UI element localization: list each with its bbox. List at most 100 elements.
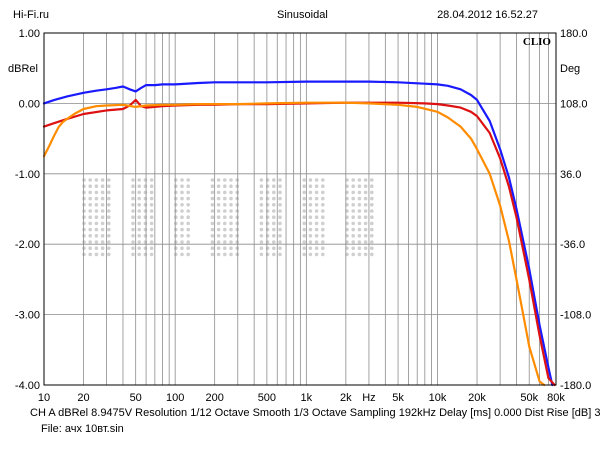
- watermark-block: [278, 190, 282, 195]
- watermark-block: [149, 234, 154, 238]
- watermark-block: [223, 184, 227, 188]
- watermark-block: [363, 196, 368, 201]
- y2-tick-label: -36.0: [560, 239, 585, 251]
- watermark-block: [174, 240, 178, 244]
- watermark-block: [272, 196, 276, 201]
- watermark-block: [229, 184, 233, 188]
- watermark-block: [229, 178, 233, 182]
- watermark-block: [223, 190, 227, 195]
- watermark-block: [321, 227, 325, 232]
- watermark-block: [308, 234, 313, 238]
- watermark-block: [259, 209, 264, 213]
- y2-tick-label: 180.0: [560, 28, 588, 40]
- watermark-block: [265, 184, 270, 188]
- watermark-block: [265, 190, 270, 195]
- watermark-block: [314, 196, 319, 201]
- watermark-block: [229, 246, 233, 250]
- watermark-block: [180, 178, 184, 182]
- watermark-block: [107, 221, 111, 226]
- watermark-block: [351, 203, 356, 207]
- watermark-block: [107, 234, 111, 238]
- clio-logo: CLIO: [523, 36, 552, 48]
- watermark-block: [210, 178, 215, 182]
- watermark-block: [186, 246, 190, 250]
- watermark-block: [210, 215, 215, 219]
- series-line-3: [42, 101, 546, 387]
- watermark-block: [357, 221, 362, 226]
- watermark-block: [149, 178, 154, 182]
- watermark-block: [363, 203, 368, 207]
- watermark-block: [143, 227, 148, 232]
- watermark-block: [143, 184, 148, 188]
- watermark-block: [308, 196, 313, 201]
- watermark-block: [88, 178, 92, 182]
- watermark-block: [265, 178, 270, 182]
- watermark-block: [357, 246, 362, 250]
- watermark-block: [88, 215, 92, 219]
- watermark-block: [265, 234, 270, 238]
- watermark-block: [235, 227, 239, 232]
- watermark-block: [272, 221, 276, 226]
- watermark-block: [88, 203, 92, 207]
- watermark-block: [321, 215, 325, 219]
- watermark-block: [82, 246, 86, 250]
- series-line-1: [42, 80, 554, 387]
- watermark-block: [137, 184, 141, 188]
- watermark-block: [174, 246, 178, 250]
- watermark-block: [235, 234, 239, 238]
- watermark-block: [278, 234, 282, 238]
- watermark-block: [137, 240, 141, 244]
- watermark-block: [351, 196, 356, 201]
- watermark-block: [82, 240, 86, 244]
- watermark-block: [370, 240, 374, 244]
- watermark-block: [149, 184, 154, 188]
- watermark-block: [94, 203, 99, 207]
- watermark-block: [357, 184, 362, 188]
- watermark-block: [314, 190, 319, 195]
- watermark-block: [229, 221, 233, 226]
- watermark-block: [100, 240, 105, 244]
- watermark-block: [302, 234, 307, 238]
- watermark-block: [216, 190, 221, 195]
- watermark-block: [259, 215, 264, 219]
- watermark-block: [131, 184, 135, 188]
- watermark-block: [131, 178, 135, 182]
- watermark-block: [308, 227, 313, 232]
- watermark-block: [174, 203, 178, 207]
- watermark-block: [131, 240, 135, 244]
- watermark-block: [174, 215, 178, 219]
- watermark-block: [351, 190, 356, 195]
- watermark-block: [137, 221, 141, 226]
- watermark-block: [351, 227, 356, 232]
- watermark-block: [107, 240, 111, 244]
- y2-tick-label: -180.0: [560, 380, 591, 392]
- x-tick-label: 50: [130, 392, 142, 404]
- watermark-block: [278, 196, 282, 201]
- watermark-block: [278, 184, 282, 188]
- watermark-block: [259, 203, 264, 207]
- watermark-block: [180, 227, 184, 232]
- watermark-block: [149, 209, 154, 213]
- watermark-block: [137, 252, 141, 257]
- watermark-block: [210, 221, 215, 226]
- watermark-block: [94, 190, 99, 195]
- watermark-block: [235, 246, 239, 250]
- watermark-block: [308, 221, 313, 226]
- watermark-block: [180, 240, 184, 244]
- watermark-block: [88, 209, 92, 213]
- watermark-block: [107, 190, 111, 195]
- watermark-block: [149, 221, 154, 226]
- x-tick-label: Hz: [362, 392, 375, 404]
- watermark-block: [149, 203, 154, 207]
- watermark-block: [210, 234, 215, 238]
- watermark-block: [357, 203, 362, 207]
- watermark-block: [370, 221, 374, 226]
- watermark-block: [137, 209, 141, 213]
- watermark-block: [302, 190, 307, 195]
- watermark-block: [321, 178, 325, 182]
- watermark-block: [308, 203, 313, 207]
- watermark-block: [88, 221, 92, 226]
- watermark-block: [223, 234, 227, 238]
- watermark-block: [351, 215, 356, 219]
- watermark-block: [272, 178, 276, 182]
